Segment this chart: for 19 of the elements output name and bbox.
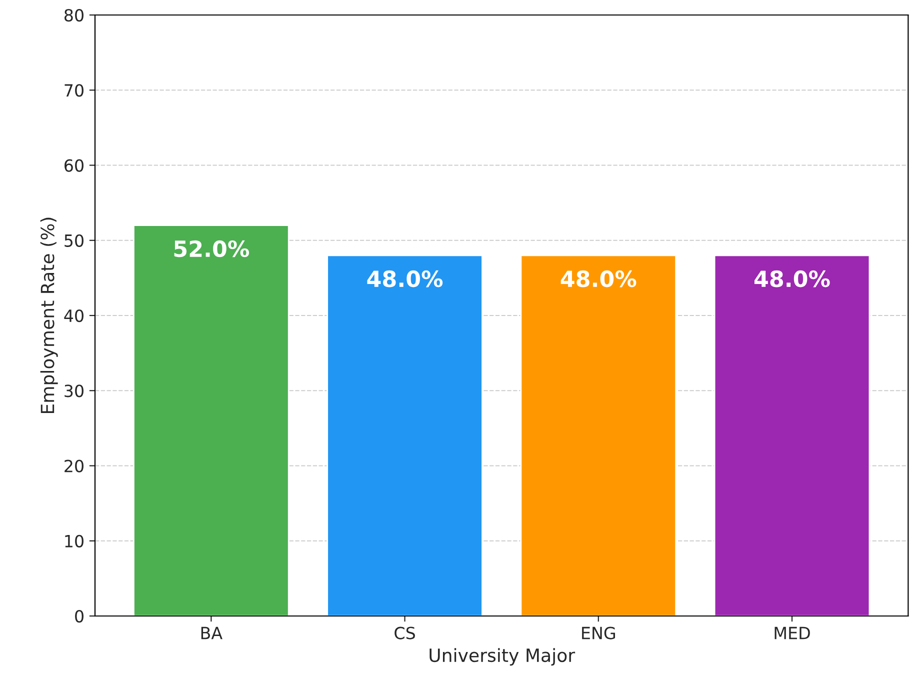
data-label: 48.0%: [754, 270, 830, 288]
y-tick-label: 80: [64, 8, 84, 22]
y-tick-label: 10: [65, 534, 84, 548]
x-tick-label: ENG: [582, 626, 615, 640]
x-tick-label: BA: [201, 626, 222, 640]
y-tick-label: 0: [75, 610, 84, 623]
y-tick-label: 60: [64, 159, 84, 172]
data-label: 48.0%: [367, 270, 443, 288]
y-tick-label: 30: [64, 384, 84, 398]
y-tick-label: 50: [64, 234, 84, 247]
y-tick-label: 40: [64, 309, 84, 322]
data-label: 48.0%: [560, 270, 636, 288]
y-tick-label: 70: [64, 84, 84, 97]
x-tick-label: CS: [394, 626, 415, 640]
y-tick-label: 20: [64, 460, 84, 472]
x-tick-label: MED: [774, 626, 810, 640]
data-label: 52.0%: [174, 240, 250, 258]
y-axis-title: Employment Rate (%): [40, 218, 58, 413]
x-axis-title: University Major: [430, 648, 576, 666]
